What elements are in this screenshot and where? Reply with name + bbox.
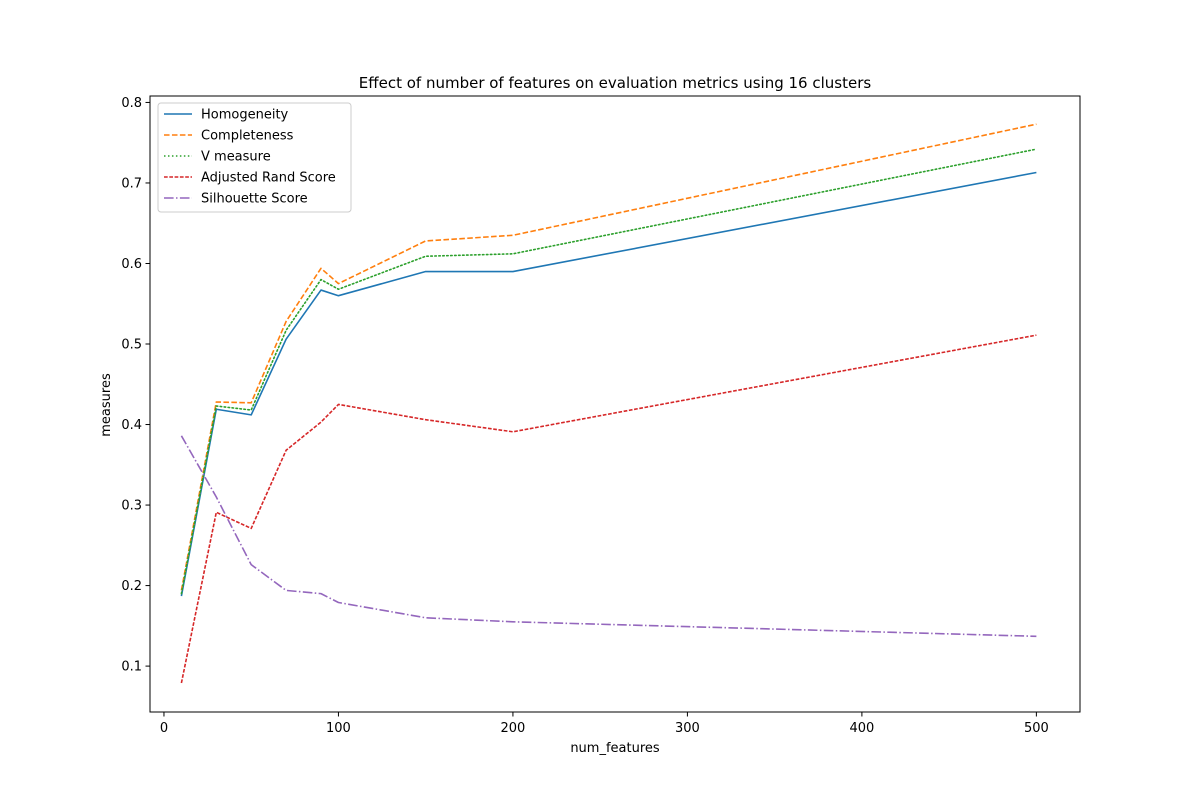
legend-label: Homogeneity [201, 108, 289, 123]
chart-title: Effect of number of features on evaluati… [359, 74, 872, 92]
x-tick-label: 200 [501, 721, 526, 736]
y-tick-label: 0.2 [121, 579, 142, 594]
series-line-silhouette-score [180, 435, 1037, 638]
y-tick-label: 0.8 [121, 96, 142, 111]
y-tick-label: 0.4 [121, 418, 142, 433]
legend-label: Completeness [201, 129, 294, 144]
x-tick-label: 400 [849, 721, 874, 736]
y-tick-label: 0.6 [121, 257, 142, 272]
series-line-completeness [180, 123, 1037, 591]
series-line-v-measure [180, 148, 1038, 595]
y-tick-label: 0.1 [121, 660, 142, 675]
series-line-adjusted-rand-score [180, 334, 1037, 684]
y-tick-label: 0.3 [121, 499, 142, 514]
legend-label: Silhouette Score [201, 192, 308, 207]
y-axis-label: measures [99, 373, 114, 437]
x-tick-label: 300 [675, 721, 700, 736]
y-tick-label: 0.7 [121, 176, 142, 191]
series-line-homogeneity [180, 171, 1037, 597]
legend-label: V measure [201, 150, 271, 165]
x-tick-label: 500 [1024, 721, 1049, 736]
x-axis-label: num_features [570, 741, 660, 756]
y-tick-label: 0.5 [121, 338, 142, 353]
x-tick-label: 0 [160, 721, 168, 736]
axes-frame [149, 95, 1081, 713]
plot-area: 0 100 200 300 400 500 0.1 0.2 0.3 0.4 0.5 0.6 0.7 0.8… [121, 95, 1081, 736]
legend-box [157, 102, 352, 213]
legend-label: Adjusted Rand Score [201, 171, 336, 186]
x-tick-label: 100 [326, 721, 351, 736]
